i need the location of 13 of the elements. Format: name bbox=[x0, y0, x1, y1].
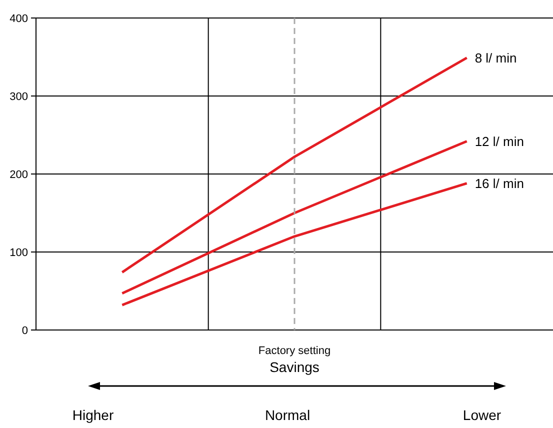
text: Higher bbox=[72, 407, 114, 423]
y-tick-label: 0 bbox=[22, 324, 28, 337]
series-label: 12 l/ min bbox=[474, 134, 524, 149]
y-tick-label: 300 bbox=[10, 90, 28, 103]
text: Normal bbox=[264, 407, 310, 423]
text: Lower bbox=[462, 407, 502, 423]
y-tick-label: 400 bbox=[10, 12, 28, 25]
text: Factory setting bbox=[258, 345, 331, 357]
text: Savings bbox=[270, 359, 320, 375]
y-tick-label: 200 bbox=[10, 168, 28, 181]
y-tick-label: 100 bbox=[10, 246, 28, 259]
series-label: 16 l/ min bbox=[474, 176, 524, 191]
series-label: 8 l/ min bbox=[474, 50, 517, 66]
